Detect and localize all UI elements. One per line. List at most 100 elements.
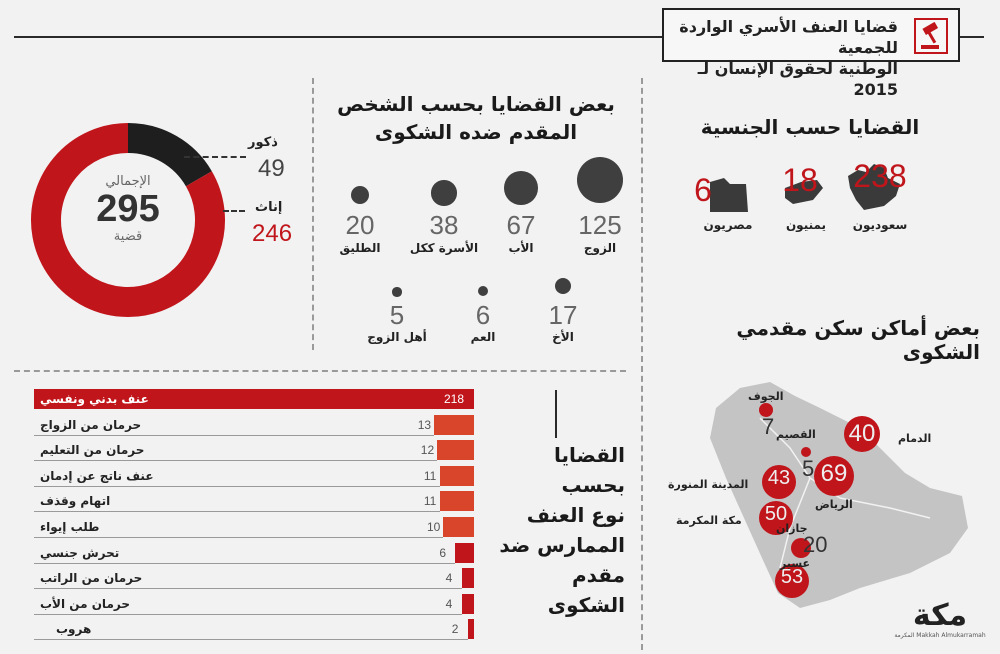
male-leader <box>184 156 246 158</box>
bar-6 <box>455 542 474 563</box>
bar-label-4: اتهام وقذف <box>40 494 111 509</box>
title-box: قضايا العنف الأسري الواردة للجمعية الوطن… <box>662 8 960 99</box>
gender-donut <box>31 123 225 317</box>
bar-value-6: 6 <box>439 545 447 560</box>
bar-8 <box>461 593 474 614</box>
nationality-label-1: يمنيون <box>785 218 827 232</box>
bubble-3 <box>350 185 370 205</box>
map-marker-0 <box>759 403 773 417</box>
donut-center: الإجمالي 295 قضية <box>28 174 228 244</box>
total-label: الإجمالي <box>105 174 151 189</box>
map-value-0: 7 <box>762 414 775 439</box>
title-line-1: قضايا العنف الأسري الواردة للجمعية <box>679 17 898 57</box>
map-marker-1 <box>801 447 811 457</box>
violence-title-rule <box>555 390 557 438</box>
bar-guide-9 <box>34 639 468 641</box>
header-rule <box>14 36 984 38</box>
total-unit: قضية <box>113 229 143 244</box>
bubble-value-4: 17 <box>548 300 578 330</box>
bubble-5 <box>477 285 489 297</box>
bubble-value-1: 67 <box>506 210 536 240</box>
bar-label-3: عنف ناتج عن إدمان <box>40 468 154 483</box>
map-value-1: 5 <box>802 456 815 481</box>
bar-4 <box>439 491 474 512</box>
yemen-map-icon <box>785 180 823 204</box>
bubble-1 <box>504 171 538 205</box>
map-marker-2 <box>844 416 880 452</box>
donut-slice-male <box>127 123 212 187</box>
map-city-6: جازان <box>776 522 808 535</box>
bubble-label-6: أهل الزوج <box>367 330 427 344</box>
map-marker-3 <box>814 456 854 496</box>
map-marker-6 <box>775 564 809 598</box>
male-label: ذكور <box>248 135 278 150</box>
map-marker-5 <box>759 501 793 535</box>
bar-value-5: 10 <box>427 520 441 534</box>
bubble-value-3: 20 <box>345 210 375 240</box>
bar-5 <box>443 517 474 537</box>
map-city-2: الدمام <box>898 432 932 445</box>
bubble-label-2: الأسرة ككل <box>409 241 479 255</box>
bubble-label-0: الزوج <box>583 241 617 255</box>
bubble-value-0: 125 <box>578 210 622 240</box>
map-city-1: القصيم <box>776 428 816 441</box>
male-value: 49 <box>258 155 285 182</box>
violence-title: القضايا بحسب نوع العنف الممارس ضد مقدم ا… <box>495 440 625 620</box>
bar-guide-4 <box>34 511 440 513</box>
bar-2 <box>436 440 474 461</box>
bar-value-8: 4 <box>445 596 453 611</box>
bubble-label-5: العم <box>470 330 496 344</box>
bar-guide-1 <box>34 434 434 436</box>
donut-slice-female <box>31 123 225 317</box>
violence-title-1: القضايا بحسب <box>554 443 625 497</box>
map-marker-4 <box>762 465 796 499</box>
bar-guide-8 <box>34 613 462 615</box>
logo-tagline: المكرمة Makkah Almukarramah <box>894 632 986 639</box>
complainant-title-2: المقدم ضده الشكوى <box>374 120 578 144</box>
nationality-value-0: 238 <box>853 158 907 194</box>
bar-7 <box>461 568 474 589</box>
bar-value-2: 12 <box>420 443 435 458</box>
bar-0 <box>34 389 474 409</box>
bar-label-0: عنف بدني ونفسي <box>40 392 149 406</box>
map-value-2: 40 <box>848 420 876 447</box>
nationality-label-0: سعوديون <box>852 218 908 232</box>
nationality-value-2: 6 <box>694 172 712 208</box>
female-value: 246 <box>252 220 293 247</box>
logo-text: مكة <box>912 598 968 633</box>
divider-2 <box>641 78 643 650</box>
bar-value-0: 218 <box>444 392 465 406</box>
bar-guide-3 <box>34 485 440 487</box>
bubble-0 <box>577 157 623 203</box>
bubble-label-4: الأخ <box>552 330 574 344</box>
bar-label-7: حرمان من الراتب <box>40 571 143 586</box>
bar-value-9: 2 <box>451 622 459 637</box>
bubble-6 <box>392 287 402 297</box>
bubble-value-6: 5 <box>389 300 405 330</box>
bar-label-2: حرمان من التعليم <box>40 443 145 458</box>
map-city-3: الرياض <box>815 498 853 511</box>
bubble-value-2: 38 <box>429 210 459 240</box>
bar-9 <box>467 619 474 640</box>
map-city-4: المدينة المنورة <box>668 478 749 491</box>
bar-value-7: 4 <box>445 571 453 586</box>
nationality-label-2: مصريون <box>703 218 753 232</box>
locations-title: بعض أماكن سكن مقدمي الشكوى <box>736 316 980 364</box>
complainant-title: بعض القضايا بحسب الشخص المقدم ضده الشكوى <box>336 90 616 146</box>
bar-label-5: طلب إيواء <box>40 520 100 534</box>
map-city-5: مكة المكرمة <box>676 514 742 527</box>
violence-title-4: مقدم الشكوى <box>547 563 625 617</box>
map-value-4: 43 <box>767 467 791 489</box>
complainant-title-1: بعض القضايا بحسب الشخص <box>337 92 615 116</box>
nationality-title: القضايا حسب الجنسية <box>700 115 920 139</box>
divider-3 <box>14 370 626 372</box>
bar-value-4: 11 <box>423 494 437 509</box>
map-marker-7 <box>791 538 811 558</box>
map-value-6: 53 <box>780 566 804 588</box>
female-label: إناث <box>255 200 283 215</box>
divider-1 <box>312 78 314 350</box>
bar-label-8: حرمان من الأب <box>40 596 130 611</box>
map-value-3: 69 <box>820 460 848 487</box>
map-value-5: 50 <box>764 503 788 525</box>
bar-guide-6 <box>34 562 456 564</box>
